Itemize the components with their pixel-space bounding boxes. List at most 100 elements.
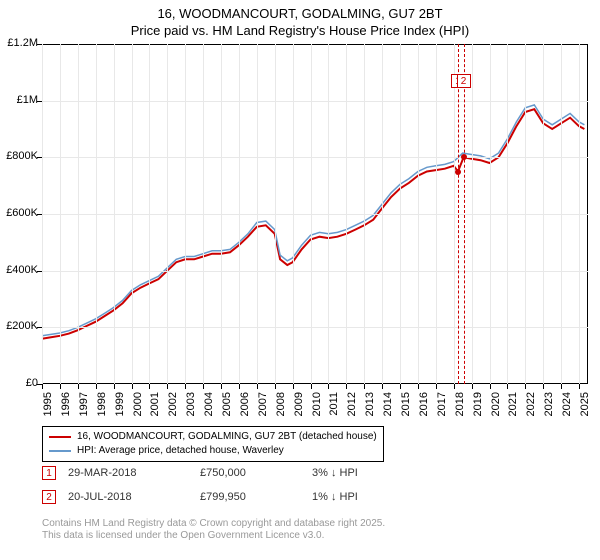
chart-title-line2: Price paid vs. HM Land Registry's House … xyxy=(0,23,600,40)
price-point-dot xyxy=(461,154,467,160)
xtick-label: 2013 xyxy=(364,392,376,422)
gridline-v xyxy=(239,44,240,384)
xtick-label: 1996 xyxy=(60,392,72,422)
xtick xyxy=(543,384,544,389)
footer-line1: Contains HM Land Registry data © Crown c… xyxy=(42,518,385,530)
xtick xyxy=(400,384,401,389)
vref-line xyxy=(464,44,465,384)
xtick-label: 2007 xyxy=(257,392,269,422)
gridline-v xyxy=(275,44,276,384)
gridline-h xyxy=(42,271,588,272)
xtick xyxy=(42,384,43,389)
xtick-label: 2024 xyxy=(561,392,573,422)
gridline-v xyxy=(543,44,544,384)
xtick-label: 2016 xyxy=(418,392,430,422)
ytick-label: £1M xyxy=(0,94,38,106)
xtick-label: 2006 xyxy=(239,392,251,422)
xtick-label: 2003 xyxy=(185,392,197,422)
xtick-label: 2008 xyxy=(275,392,287,422)
xtick-label: 2000 xyxy=(132,392,144,422)
gridline-v xyxy=(114,44,115,384)
gridline-v xyxy=(78,44,79,384)
xtick xyxy=(364,384,365,389)
gridline-v xyxy=(364,44,365,384)
xtick-label: 2010 xyxy=(311,392,323,422)
gridline-v xyxy=(311,44,312,384)
footer-attribution: Contains HM Land Registry data © Crown c… xyxy=(42,518,385,542)
gridline-v xyxy=(579,44,580,384)
xtick-label: 2015 xyxy=(400,392,412,422)
xtick xyxy=(579,384,580,389)
gridline-v xyxy=(132,44,133,384)
gridline-v xyxy=(418,44,419,384)
price-amount: £750,000 xyxy=(200,467,300,479)
vref-marker: 2 xyxy=(457,74,471,88)
price-point-dot xyxy=(455,169,461,175)
gridline-v xyxy=(561,44,562,384)
vref-line xyxy=(458,44,459,384)
xtick-label: 1995 xyxy=(42,392,54,422)
ytick-label: £1.2M xyxy=(0,37,38,49)
xtick-label: 2025 xyxy=(579,392,591,422)
gridline-v xyxy=(42,44,43,384)
price-amount: £799,950 xyxy=(200,491,300,503)
footer-line2: This data is licensed under the Open Gov… xyxy=(42,530,385,542)
gridline-v xyxy=(60,44,61,384)
chart-container: 16, WOODMANCOURT, GODALMING, GU7 2BT Pri… xyxy=(0,0,600,560)
ytick-label: £600K xyxy=(0,207,38,219)
xtick xyxy=(436,384,437,389)
xtick xyxy=(472,384,473,389)
gridline-v xyxy=(203,44,204,384)
xtick-label: 2014 xyxy=(382,392,394,422)
xtick xyxy=(78,384,79,389)
legend-label: HPI: Average price, detached house, Wave… xyxy=(77,444,284,458)
xtick xyxy=(328,384,329,389)
gridline-v xyxy=(454,44,455,384)
xtick xyxy=(203,384,204,389)
xtick xyxy=(561,384,562,389)
xtick xyxy=(454,384,455,389)
gridline-v xyxy=(328,44,329,384)
xtick-label: 2012 xyxy=(346,392,358,422)
xtick xyxy=(525,384,526,389)
gridline-v xyxy=(490,44,491,384)
ytick-label: £400K xyxy=(0,264,38,276)
xtick xyxy=(114,384,115,389)
gridline-v xyxy=(400,44,401,384)
xtick xyxy=(418,384,419,389)
gridline-v xyxy=(507,44,508,384)
xtick xyxy=(60,384,61,389)
gridline-v xyxy=(96,44,97,384)
gridline-v xyxy=(257,44,258,384)
xtick xyxy=(96,384,97,389)
price-record-row: 220-JUL-2018£799,9501% ↓ HPI xyxy=(42,490,358,504)
xtick xyxy=(311,384,312,389)
xtick-label: 2020 xyxy=(490,392,502,422)
xtick-label: 2005 xyxy=(221,392,233,422)
xtick-label: 2019 xyxy=(472,392,484,422)
price-date: 29-MAR-2018 xyxy=(68,467,188,479)
xtick xyxy=(167,384,168,389)
xtick-label: 2002 xyxy=(167,392,179,422)
xtick-label: 2001 xyxy=(149,392,161,422)
gridline-v xyxy=(185,44,186,384)
xtick-label: 2021 xyxy=(507,392,519,422)
xtick-label: 1997 xyxy=(78,392,90,422)
gridline-v xyxy=(472,44,473,384)
chart-title-line1: 16, WOODMANCOURT, GODALMING, GU7 2BT xyxy=(0,6,600,23)
gridline-v xyxy=(346,44,347,384)
xtick-label: 2023 xyxy=(543,392,555,422)
price-marker: 1 xyxy=(42,466,56,480)
gridline-v xyxy=(525,44,526,384)
xtick xyxy=(275,384,276,389)
price-date: 20-JUL-2018 xyxy=(68,491,188,503)
xtick-label: 2017 xyxy=(436,392,448,422)
gridline-h xyxy=(42,101,588,102)
price-delta: 3% ↓ HPI xyxy=(312,467,358,479)
xtick-label: 1998 xyxy=(96,392,108,422)
gridline-v xyxy=(149,44,150,384)
xtick xyxy=(132,384,133,389)
gridline-v xyxy=(382,44,383,384)
xtick xyxy=(346,384,347,389)
legend-item: HPI: Average price, detached house, Wave… xyxy=(49,444,377,458)
